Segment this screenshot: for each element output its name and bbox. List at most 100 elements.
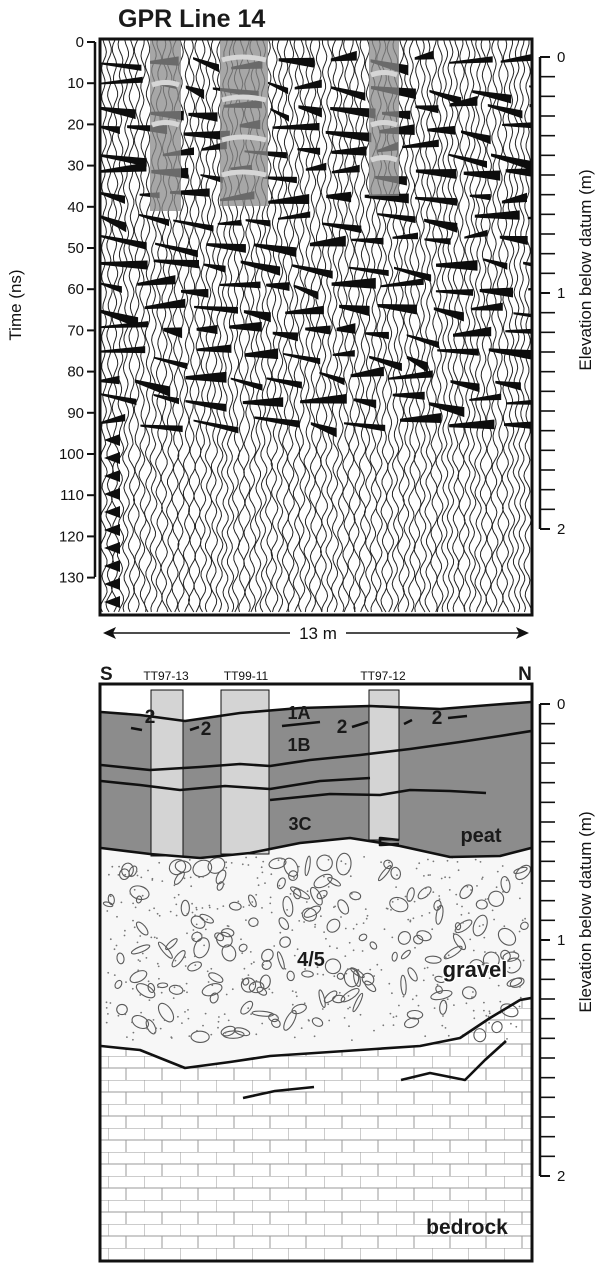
gpr-trace — [512, 40, 521, 613]
gpr-reflector — [135, 379, 171, 397]
gravel-pebble — [276, 877, 286, 890]
gravel-grain — [391, 992, 393, 995]
gravel-pebble — [147, 982, 156, 993]
gravel-grain — [155, 1027, 158, 1030]
gravel-grain — [508, 967, 511, 969]
gravel-grain — [444, 1027, 447, 1029]
gravel-grain — [141, 952, 144, 955]
gravel-grain — [482, 924, 484, 926]
gravel-pebble — [491, 1021, 503, 1034]
gpr-reflector — [448, 153, 487, 168]
gravel-grain — [256, 923, 259, 926]
gravel-grain — [448, 876, 451, 879]
gravel-grain — [336, 947, 338, 950]
gravel-pebble — [324, 958, 342, 975]
gravel-grain — [407, 1012, 409, 1014]
gravel-grain — [247, 864, 250, 866]
gravel-grain — [307, 1019, 310, 1021]
gravel-grain — [172, 997, 175, 999]
gravel-pebble — [311, 1017, 324, 1027]
gravel-grain — [230, 862, 233, 864]
gpr-reflector — [240, 260, 281, 276]
gpr-reflector — [104, 560, 120, 572]
gravel-pebble — [116, 952, 125, 965]
time-tick-label: 130 — [59, 570, 84, 587]
gpr-reflector — [504, 421, 531, 429]
gravel-grain — [333, 975, 336, 978]
gravel-grain — [186, 912, 189, 915]
gravel-grain — [505, 879, 508, 882]
gravel-grain — [364, 908, 367, 910]
gravel-grain — [158, 914, 161, 917]
gpr-reflector — [101, 154, 147, 167]
gravel-grain — [190, 885, 193, 888]
gpr-reflector — [501, 192, 527, 204]
gravel-grain — [217, 1026, 219, 1029]
gravel-grain — [291, 929, 294, 931]
gravel-grain — [304, 968, 306, 970]
gravel-grain — [467, 912, 470, 914]
gravel-grain — [346, 968, 349, 971]
gpr-reflector — [219, 281, 261, 289]
gpr-reflector — [330, 50, 357, 62]
gpr-reflector — [217, 219, 242, 226]
gravel-pebble — [199, 913, 214, 924]
gravel-grain — [273, 945, 276, 947]
gravel-grain — [469, 938, 472, 941]
gpr-reflector — [381, 278, 424, 288]
time-tick-label: 20 — [67, 116, 84, 133]
gpr-reflector — [449, 96, 478, 107]
gpr-reflector — [229, 321, 262, 332]
gravel-grain — [255, 893, 258, 896]
gravel-grain — [388, 982, 391, 985]
gravel-grain — [423, 875, 425, 877]
gpr-reflector — [101, 282, 122, 293]
gravel-grain — [376, 963, 379, 966]
gravel-grain — [442, 977, 445, 979]
gravel-grain — [148, 999, 151, 1001]
gravel-grain — [107, 971, 110, 974]
gpr-trace — [270, 40, 279, 613]
gravel-pebble — [268, 857, 287, 870]
gpr-reflector — [319, 371, 345, 386]
gravel-pebble — [238, 943, 248, 952]
gpr-reflector — [523, 261, 531, 267]
gravel-grain — [147, 869, 149, 872]
gpr-trace — [319, 40, 329, 613]
gravel-grain — [524, 917, 526, 920]
gravel-grain — [486, 898, 489, 900]
gpr-trace — [187, 40, 197, 613]
gpr-reflector — [101, 393, 137, 406]
gravel-grain — [281, 858, 283, 860]
gravel-grain — [519, 986, 521, 988]
gpr-reflector — [245, 219, 271, 227]
gravel-grain — [147, 980, 150, 983]
gravel-pebble — [377, 865, 392, 882]
bedrock-fracture-2 — [400, 1040, 507, 1082]
gravel-grain — [184, 1011, 186, 1013]
south-label: S — [100, 664, 113, 685]
gravel-grain — [427, 893, 429, 896]
gravel-grain — [261, 871, 264, 874]
gravel-pebble — [171, 950, 186, 968]
gravel-pebble — [283, 1010, 297, 1031]
bedrock-top-contact — [101, 996, 531, 1070]
gravel-grain — [518, 930, 521, 933]
gpr-reflector — [101, 260, 148, 270]
gravel-grain — [123, 934, 126, 937]
gravel-grain — [113, 974, 116, 976]
gpr-reflector — [101, 76, 143, 85]
gpr-reflector — [101, 125, 120, 135]
gravel-grain — [163, 1019, 166, 1022]
gpr-trace — [297, 40, 307, 613]
gravel-grain — [310, 919, 312, 922]
gravel-grain — [488, 1012, 491, 1015]
time-tick-label: 110 — [60, 487, 84, 504]
gpr-reflector — [254, 416, 300, 428]
gpr-reflector — [377, 304, 417, 315]
gpr-reflector — [336, 323, 356, 334]
contact-3c-top — [101, 776, 371, 792]
unit-label-gravel: gravel — [443, 957, 508, 982]
gravel-grain — [240, 938, 242, 941]
gravel-grain — [140, 1011, 143, 1014]
